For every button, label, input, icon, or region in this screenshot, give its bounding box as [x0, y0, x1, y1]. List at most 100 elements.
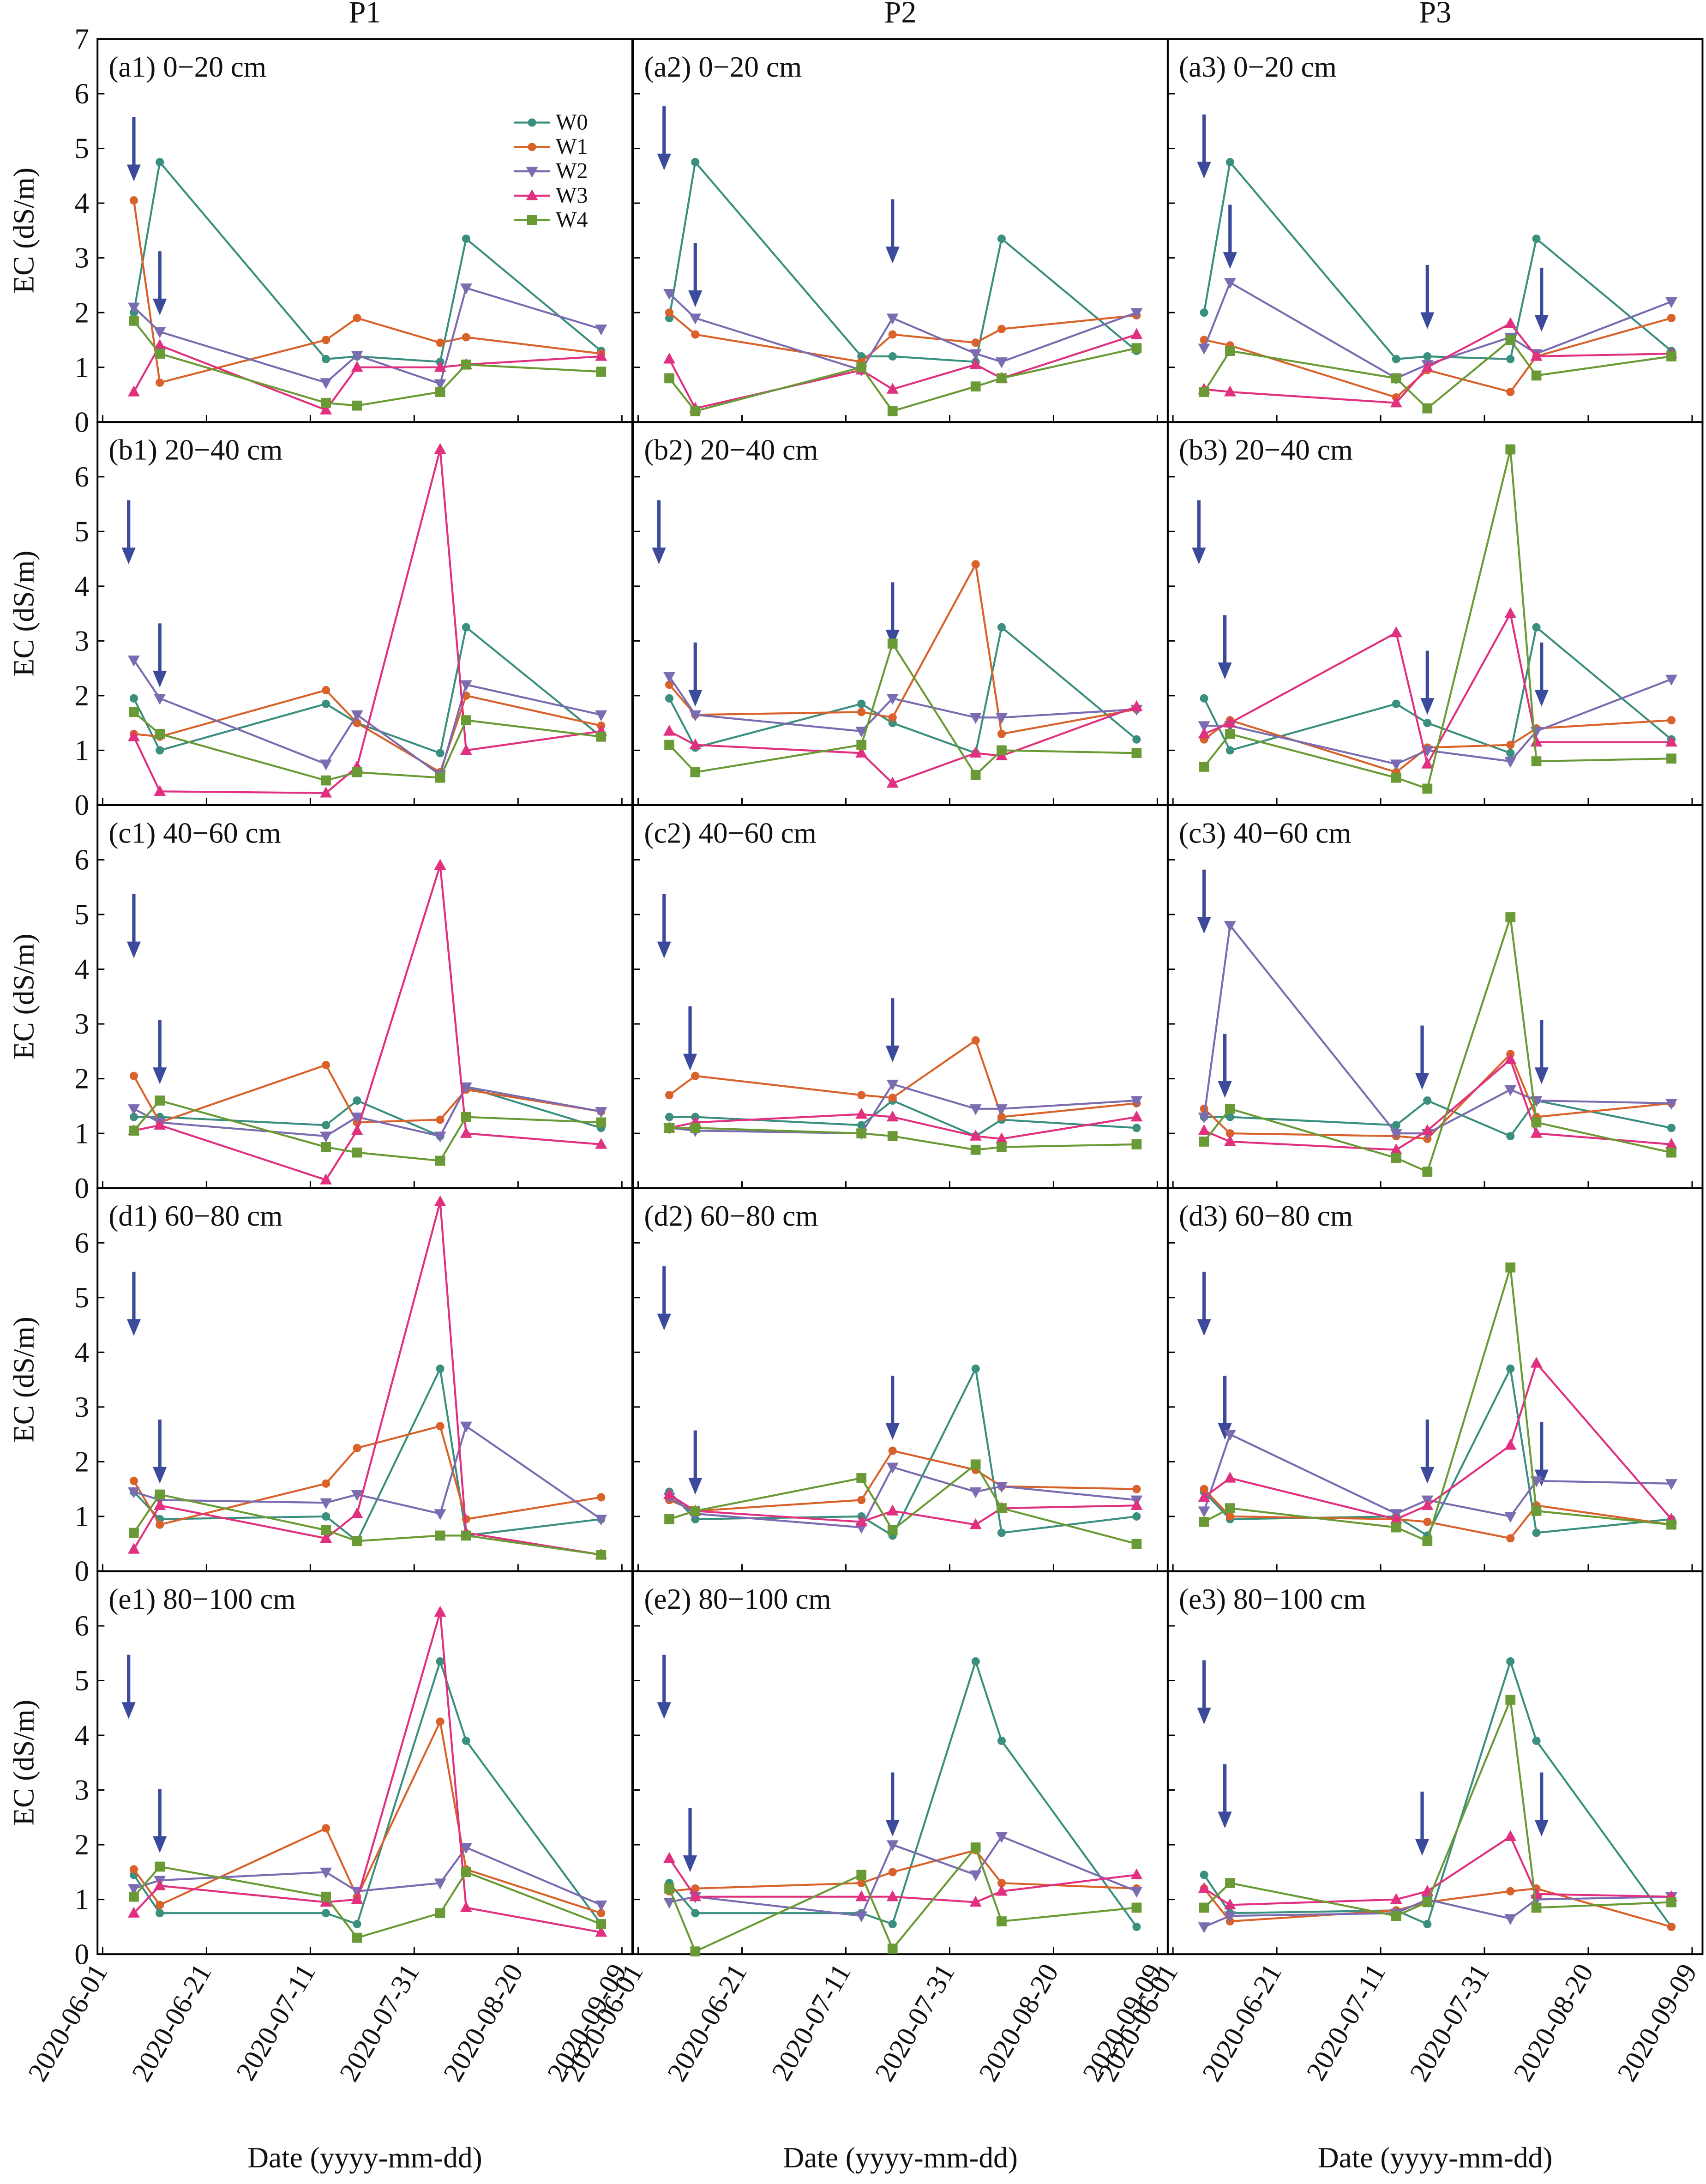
series-line: [668, 1365, 1137, 1537]
marker: [155, 728, 165, 739]
y-axis-label: EC (dS/m): [7, 933, 40, 1059]
marker: [596, 1117, 607, 1128]
arrow-head: [657, 941, 671, 958]
arrow-head: [153, 298, 167, 316]
x-tick-label: 2020-08-20: [438, 1959, 529, 2087]
marker: [1132, 1485, 1141, 1493]
marker: [1224, 1911, 1236, 1923]
marker: [320, 1532, 332, 1543]
marker: [1225, 1512, 1234, 1521]
marker: [127, 730, 140, 741]
marker: [969, 1870, 982, 1882]
panel-frame: [1166, 38, 1704, 423]
marker: [1224, 278, 1236, 289]
marker: [322, 1824, 330, 1833]
marker: [997, 325, 1006, 333]
y-axis-label: EC (dS/m): [7, 168, 40, 294]
arrow: [657, 1655, 671, 1719]
marker: [527, 215, 537, 225]
marker: [1200, 1485, 1208, 1493]
series-line: [1203, 1361, 1672, 1521]
arrow-head: [153, 1836, 167, 1853]
marker: [596, 367, 607, 377]
marker: [664, 1514, 674, 1524]
marker: [321, 775, 331, 786]
marker: [1531, 1902, 1542, 1913]
marker: [1225, 346, 1235, 356]
marker: [690, 1123, 701, 1133]
y-tick-label: 6: [74, 461, 89, 493]
marker: [1392, 1121, 1400, 1130]
marker: [461, 1530, 471, 1541]
arrow-head: [1223, 252, 1237, 269]
marker: [1198, 343, 1210, 355]
marker: [971, 560, 980, 569]
x-tick-label: 2020-08-20: [1508, 1959, 1599, 2087]
marker: [434, 361, 446, 372]
marker: [1390, 1129, 1402, 1140]
marker: [855, 1515, 868, 1527]
marker: [129, 1113, 138, 1121]
x-axis-label: Date (yyyy-mm-dd): [783, 2142, 1017, 2174]
arrow: [126, 894, 141, 958]
series-line: [669, 1849, 1137, 1892]
arrow: [1534, 642, 1549, 707]
marker: [1198, 1922, 1210, 1933]
y-tick-label: 5: [74, 515, 89, 548]
marker: [1666, 1147, 1676, 1158]
series-line: [669, 1835, 1137, 1917]
marker: [353, 1096, 361, 1105]
arrow: [1218, 1034, 1232, 1098]
marker: [969, 713, 982, 724]
y-tick-label: 2: [74, 1445, 89, 1478]
marker: [127, 1104, 140, 1115]
series-line: [1203, 611, 1671, 767]
marker: [663, 1488, 676, 1499]
marker: [1504, 1053, 1517, 1064]
marker: [353, 719, 361, 728]
y-tick-label: 0: [74, 789, 89, 821]
x-tick-label: 2020-08-20: [973, 1959, 1065, 2087]
y-tick-label: 1: [74, 1117, 89, 1149]
marker: [322, 686, 330, 695]
marker: [322, 336, 330, 344]
marker: [855, 1107, 868, 1119]
marker: [462, 333, 470, 342]
y-tick-label: 2: [74, 296, 89, 329]
arrow: [688, 642, 703, 707]
arrow: [885, 199, 900, 264]
arrow: [153, 251, 167, 316]
marker: [997, 235, 1006, 243]
marker: [1506, 387, 1515, 397]
arrow: [1415, 1025, 1430, 1090]
marker: [129, 707, 139, 717]
marker: [969, 349, 982, 360]
marker: [1225, 1129, 1234, 1138]
marker: [857, 708, 866, 716]
marker: [1392, 355, 1400, 363]
marker: [1667, 313, 1676, 323]
arrow: [885, 1376, 900, 1440]
marker: [1506, 1534, 1515, 1543]
marker: [461, 1867, 471, 1877]
marker: [460, 1127, 472, 1138]
marker: [129, 1891, 139, 1902]
marker: [690, 767, 701, 777]
series-line: [133, 287, 601, 385]
marker: [1198, 721, 1210, 732]
marker: [1504, 757, 1517, 768]
series-line: [1203, 1267, 1672, 1543]
marker: [351, 361, 363, 372]
marker: [434, 379, 446, 391]
marker: [1224, 716, 1236, 728]
x-tick-label: 2020-06-21: [126, 1959, 218, 2087]
y-tick-label: 6: [74, 844, 89, 876]
marker: [1421, 1499, 1434, 1510]
marker: [154, 1879, 166, 1890]
legend-label: W3: [556, 183, 588, 208]
marker: [664, 373, 674, 384]
marker: [1532, 1736, 1541, 1745]
marker: [353, 1919, 361, 1929]
marker: [1421, 361, 1434, 372]
